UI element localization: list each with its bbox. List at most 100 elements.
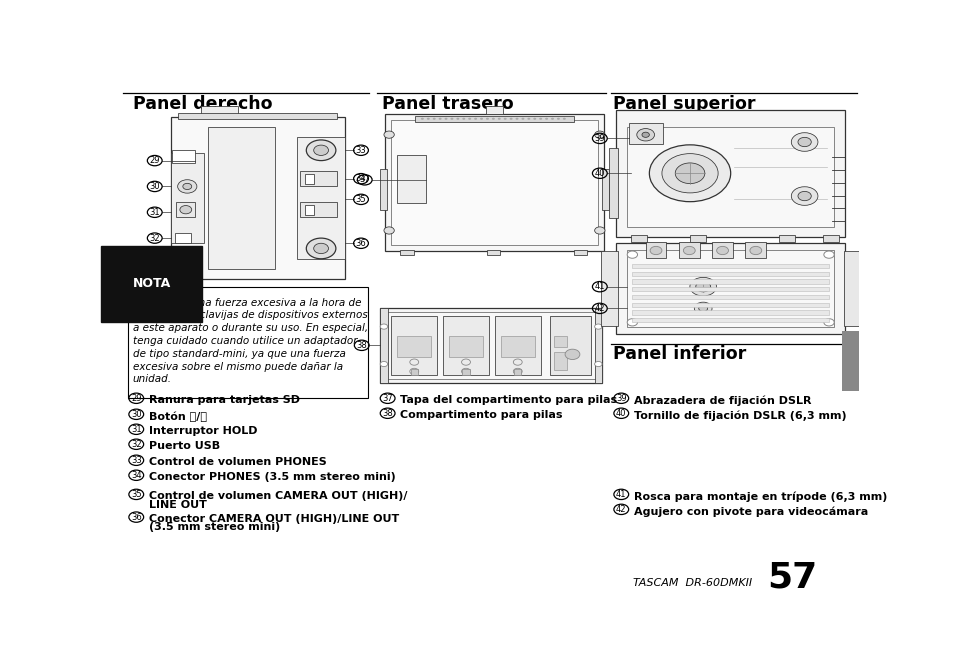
- Circle shape: [694, 302, 711, 315]
- Text: Ranura para tarjetas SD: Ranura para tarjetas SD: [149, 395, 299, 405]
- Bar: [842, 251, 860, 326]
- Text: Botón ⏻/⏸: Botón ⏻/⏸: [149, 411, 207, 421]
- Circle shape: [527, 117, 530, 120]
- Bar: [178, 113, 337, 119]
- Text: Panel derecho: Panel derecho: [132, 95, 272, 113]
- Text: Control de volumen CAMERA OUT (HIGH)/: Control de volumen CAMERA OUT (HIGH)/: [149, 491, 407, 501]
- Text: Compartimento para pilas: Compartimento para pilas: [400, 410, 562, 420]
- Circle shape: [468, 117, 471, 120]
- Circle shape: [485, 117, 489, 120]
- Text: TASCAM: TASCAM: [471, 159, 574, 179]
- Circle shape: [749, 246, 760, 254]
- Bar: [396, 155, 426, 203]
- Bar: [442, 315, 488, 375]
- Text: O/I: O/I: [237, 256, 244, 261]
- Circle shape: [177, 180, 196, 193]
- Circle shape: [515, 117, 518, 120]
- Bar: [632, 295, 828, 299]
- Bar: [296, 138, 344, 259]
- Text: 30: 30: [131, 410, 141, 419]
- Text: USB: USB: [236, 231, 246, 236]
- Circle shape: [689, 277, 716, 296]
- Circle shape: [557, 117, 559, 120]
- Text: 57: 57: [767, 560, 817, 595]
- Bar: [778, 235, 794, 242]
- Bar: [600, 251, 617, 326]
- Circle shape: [594, 324, 601, 329]
- Bar: [449, 336, 482, 357]
- Text: 33: 33: [131, 456, 141, 465]
- Text: LINEAR PCM RECORDER  DR-60DmkII: LINEAR PCM RECORDER DR-60DmkII: [464, 191, 580, 196]
- Circle shape: [790, 187, 817, 205]
- Circle shape: [716, 246, 728, 254]
- Text: Control de volumen PHONES: Control de volumen PHONES: [149, 457, 326, 467]
- Bar: [380, 308, 387, 382]
- Bar: [632, 303, 828, 307]
- Bar: [462, 369, 469, 375]
- Circle shape: [675, 163, 704, 184]
- Circle shape: [456, 117, 459, 120]
- Text: M: M: [634, 325, 639, 331]
- Text: Conector PHONES (3.5 mm stereo mini): Conector PHONES (3.5 mm stereo mini): [149, 472, 395, 482]
- Text: 37: 37: [359, 175, 370, 185]
- Text: 36: 36: [355, 239, 366, 248]
- Text: 31: 31: [131, 425, 141, 433]
- Bar: [300, 202, 337, 217]
- Bar: [616, 110, 844, 237]
- Text: 32: 32: [131, 440, 141, 449]
- Bar: [495, 315, 540, 375]
- Bar: [601, 169, 609, 210]
- Bar: [645, 242, 666, 258]
- Circle shape: [538, 117, 541, 120]
- Circle shape: [790, 133, 817, 151]
- Bar: [594, 308, 601, 382]
- Circle shape: [306, 140, 335, 160]
- Text: 35: 35: [131, 490, 141, 499]
- Bar: [385, 114, 603, 251]
- Text: 42: 42: [594, 304, 604, 313]
- Bar: [608, 148, 617, 217]
- Circle shape: [479, 117, 482, 120]
- Bar: [171, 117, 344, 279]
- Bar: [629, 123, 662, 144]
- Circle shape: [450, 117, 453, 120]
- Bar: [712, 242, 732, 258]
- Circle shape: [183, 183, 192, 189]
- Bar: [616, 244, 844, 333]
- Circle shape: [544, 117, 547, 120]
- Bar: [632, 287, 828, 291]
- Circle shape: [594, 227, 604, 234]
- Text: LINE OUT: LINE OUT: [149, 499, 207, 509]
- Circle shape: [383, 227, 394, 234]
- Bar: [626, 250, 833, 327]
- Bar: [550, 315, 590, 375]
- Text: 33: 33: [355, 146, 366, 155]
- Bar: [554, 352, 567, 370]
- Bar: [632, 279, 828, 284]
- Text: TASCAM  DR-60DMKII: TASCAM DR-60DMKII: [633, 578, 751, 588]
- Circle shape: [521, 117, 524, 120]
- Bar: [174, 233, 191, 244]
- Bar: [632, 318, 828, 322]
- Circle shape: [797, 191, 810, 201]
- Circle shape: [564, 349, 579, 360]
- Text: 37: 37: [382, 394, 393, 403]
- Circle shape: [594, 362, 601, 366]
- Circle shape: [306, 238, 335, 259]
- Circle shape: [380, 362, 387, 366]
- Text: 40: 40: [616, 409, 626, 418]
- Bar: [400, 250, 413, 255]
- Circle shape: [823, 319, 833, 326]
- Bar: [679, 242, 699, 258]
- Circle shape: [433, 117, 436, 120]
- Circle shape: [314, 244, 328, 254]
- Bar: [554, 336, 567, 347]
- Bar: [514, 369, 521, 375]
- Circle shape: [682, 246, 695, 254]
- Bar: [172, 150, 194, 163]
- Bar: [744, 242, 765, 258]
- Circle shape: [444, 117, 447, 120]
- Text: 32: 32: [150, 234, 160, 243]
- Text: Rosca para montaje en trípode (6,3 mm): Rosca para montaje en trípode (6,3 mm): [633, 491, 886, 502]
- Text: 34: 34: [131, 471, 141, 480]
